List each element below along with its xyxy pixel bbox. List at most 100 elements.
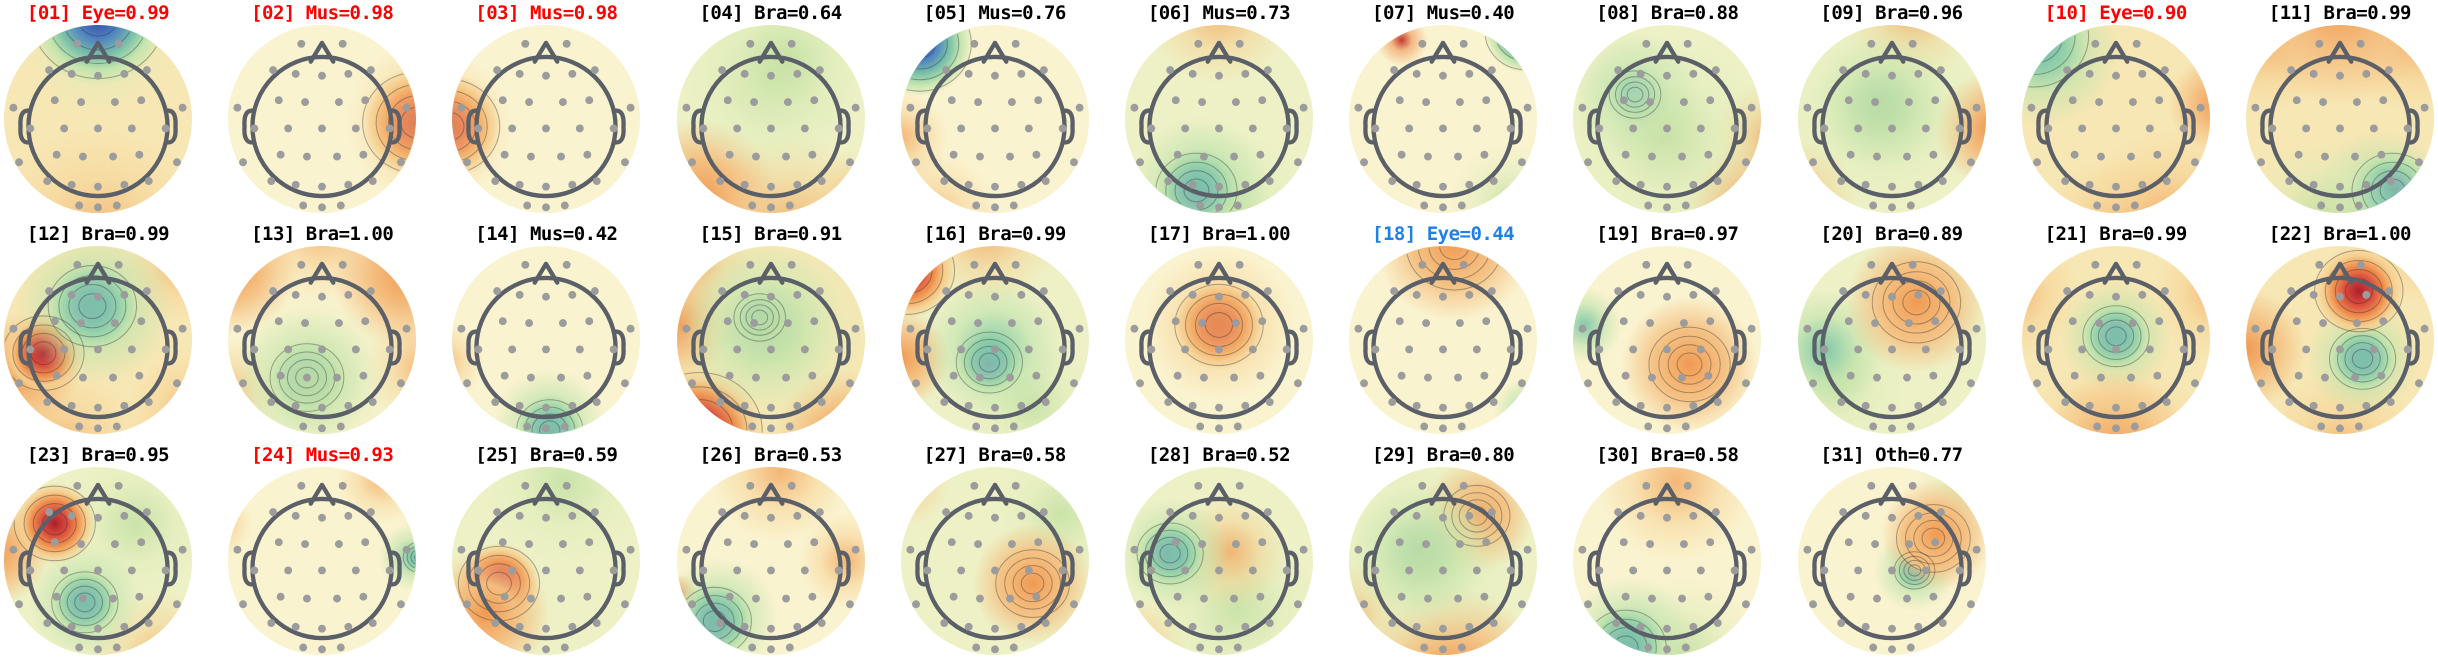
electrode-dots xyxy=(682,39,860,212)
electrode-dot xyxy=(2315,39,2324,48)
electrode-dot xyxy=(792,290,801,299)
electrode-dot xyxy=(94,345,102,354)
electrode-dot xyxy=(1164,177,1173,185)
electrode-dot xyxy=(2092,201,2101,210)
electrode-dot xyxy=(766,345,775,354)
head-outline xyxy=(690,261,851,420)
ear-left-icon xyxy=(18,329,31,366)
electrode-dot xyxy=(1972,324,1981,333)
electrode-dot xyxy=(1390,66,1399,75)
electrode-dot xyxy=(723,96,732,105)
electrode-dot xyxy=(923,345,932,354)
electrode-dot xyxy=(516,290,525,299)
electrode-dot xyxy=(542,645,551,654)
electrode-dots xyxy=(1354,260,1532,433)
electrode-dot xyxy=(787,39,796,48)
electrode-dot xyxy=(1742,600,1751,609)
electrode-dot xyxy=(940,619,948,627)
electrode-dot xyxy=(368,619,377,627)
electrode-dot xyxy=(964,401,973,410)
electrode-dot xyxy=(973,319,982,328)
electrode-dot xyxy=(2068,96,2077,105)
electrode-dot xyxy=(525,98,534,107)
electrode-dot xyxy=(2352,319,2361,328)
electrode-dot xyxy=(1009,201,1018,210)
electrode-dot xyxy=(333,373,342,382)
electrode-dot xyxy=(127,124,136,133)
nose-icon xyxy=(308,261,336,285)
electrode-dot xyxy=(114,481,123,490)
electrode-dot xyxy=(94,403,102,412)
electrode-dot xyxy=(1955,345,1964,354)
ear-left-icon xyxy=(1363,108,1376,145)
electrode-dot xyxy=(557,373,566,382)
electrode-dot xyxy=(1488,287,1496,296)
ear-left-icon xyxy=(1139,550,1152,587)
electrode-dot xyxy=(1024,124,1033,133)
electrode-dot xyxy=(1265,619,1274,627)
electrode-dot xyxy=(333,152,342,161)
ear-right-icon xyxy=(1735,329,1748,366)
electrode-dot xyxy=(1866,260,1875,269)
electrode-dot xyxy=(1005,373,1014,382)
electrode-dot xyxy=(527,373,536,382)
electrode-dot xyxy=(834,345,843,354)
electrode-dot xyxy=(792,401,801,410)
electrode-dot xyxy=(45,287,54,296)
ear-left-icon xyxy=(915,329,927,366)
electrode-dot xyxy=(1069,158,1078,167)
electrode-dot xyxy=(732,124,741,133)
nose-icon xyxy=(757,40,785,64)
electrode-dot xyxy=(1663,203,1672,212)
electrode-dot xyxy=(2354,422,2363,431)
electrode-dot xyxy=(1637,69,1645,78)
electrode-dot xyxy=(2414,379,2423,388)
electrode-dot xyxy=(1258,538,1267,547)
electrode-dot xyxy=(792,69,801,78)
topomap xyxy=(2245,246,2434,434)
electrode-dot xyxy=(1629,345,1638,354)
electrode-dot xyxy=(1908,39,1917,48)
electrode-dot xyxy=(77,98,86,107)
electrode-dot xyxy=(906,324,915,333)
ear-right-icon xyxy=(2407,108,2420,145)
electrode-dot xyxy=(94,424,102,433)
electrode-dot xyxy=(109,373,117,382)
electrode-dot xyxy=(851,103,860,112)
electrode-dot xyxy=(698,566,707,575)
topomap xyxy=(1349,467,1538,655)
electrode-dot xyxy=(2256,158,2265,167)
electrode-dot xyxy=(1644,201,1653,210)
electrode-dot xyxy=(318,182,327,191)
electrode-dot xyxy=(2092,422,2101,431)
electrode-dot xyxy=(947,317,956,326)
electrode-dot xyxy=(732,566,741,575)
electrode-dot xyxy=(1802,103,1811,112)
electrode-dot xyxy=(2085,401,2094,410)
electrode-dot xyxy=(1928,371,1937,380)
electrode-dot xyxy=(1480,371,1489,380)
topomap-overlay xyxy=(1802,39,1981,212)
electrode-dot xyxy=(740,69,749,78)
electrode-dot xyxy=(591,508,600,517)
ica-component: [04] Bra=0.64 xyxy=(676,2,865,213)
electrode-dot xyxy=(1663,424,1672,433)
electrode-dot xyxy=(1214,203,1223,212)
electrode-dot xyxy=(1282,566,1291,575)
electrode-dot xyxy=(1439,645,1448,654)
ica-component: [07] Mus=0.40 xyxy=(1349,2,1538,213)
electrode-dot xyxy=(2062,287,2071,296)
electrode-dot xyxy=(1595,566,1604,575)
electrode-dot xyxy=(568,290,577,299)
electrode-dot xyxy=(276,592,285,601)
electrode-dot xyxy=(747,422,756,431)
topomap-overlay xyxy=(2251,39,2433,213)
electrode-dot xyxy=(2096,373,2105,382)
ica-component: [29] Bra=0.80 xyxy=(1349,444,1538,655)
nose-icon xyxy=(757,261,785,285)
electrode-dot xyxy=(291,180,300,189)
electrode-dot xyxy=(77,540,86,549)
electrode-dot xyxy=(1887,124,1896,133)
ear-left-icon xyxy=(466,108,479,145)
electrode-dot xyxy=(1697,566,1706,575)
